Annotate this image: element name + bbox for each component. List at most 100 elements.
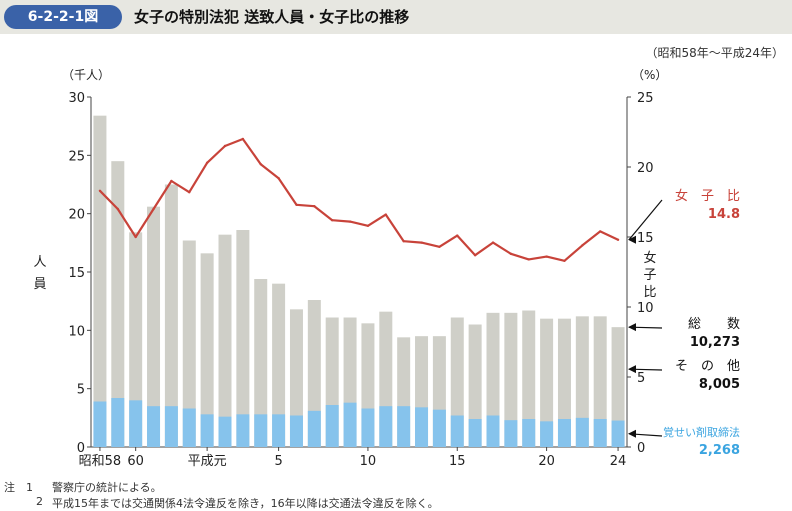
x-tick-label: 5 (274, 454, 282, 469)
bar-total (272, 283, 286, 447)
bar-stimulants (147, 406, 161, 447)
bar-total (289, 309, 303, 447)
bar-stimulants (93, 401, 107, 447)
point-female-ratio (170, 179, 173, 183)
point-female-ratio (116, 207, 120, 211)
bar-total (200, 253, 214, 447)
point-female-ratio (98, 189, 102, 192)
point-female-ratio (277, 177, 280, 180)
end-label-name: 総 数 (688, 317, 740, 332)
point-female-ratio (134, 235, 137, 239)
end-label-arrowhead (628, 323, 636, 332)
period-label: （昭和58年～平成24年） (645, 46, 784, 60)
right-tick-label: 10 (637, 301, 654, 316)
note-1-label: 注 1 (4, 481, 33, 494)
point-female-ratio (205, 161, 209, 164)
bar-stimulants (540, 421, 554, 447)
bar-stimulants (182, 408, 196, 447)
bar-total (254, 279, 268, 447)
left-axis-title-char: 人 (33, 255, 46, 270)
bar-stimulants (218, 416, 232, 447)
end-label-name: 覚せい剤取締法 (663, 425, 740, 439)
left-tick-label: 10 (68, 324, 85, 339)
end-label-value: 2,268 (699, 443, 740, 458)
point-female-ratio (473, 254, 477, 257)
bar-total (164, 184, 178, 447)
bar-stimulants (557, 419, 571, 447)
bar-total (504, 312, 518, 447)
bar-total (93, 115, 107, 448)
point-female-ratio (563, 259, 566, 262)
bar-stimulants (593, 419, 607, 447)
figure-title: 女子の特別法犯 送致人員・女子比の推移 (134, 8, 410, 26)
bar-stimulants (129, 400, 143, 447)
bar-stimulants (575, 417, 589, 447)
right-axis-title-char: 女 (643, 250, 656, 266)
point-female-ratio (402, 240, 405, 243)
point-female-ratio (581, 244, 584, 247)
left-tick-label: 20 (68, 208, 85, 223)
point-female-ratio (527, 258, 530, 261)
end-label-name: 女 子 比 (675, 188, 740, 204)
bar-stimulants (307, 410, 321, 447)
point-female-ratio (331, 219, 334, 222)
bar-stimulants (272, 414, 286, 447)
bar-total (129, 232, 143, 447)
bar-stimulants (504, 420, 518, 447)
end-label-value: 8,005 (699, 377, 740, 392)
bar-total (147, 206, 161, 447)
x-tick-label: 20 (538, 454, 555, 469)
bar-stimulants (200, 414, 214, 447)
point-female-ratio (599, 230, 602, 233)
bar-total (611, 327, 625, 447)
right-axis-title-char: 子 (643, 268, 656, 283)
end-label-arrowhead (628, 429, 636, 438)
bar-stimulants (289, 415, 303, 447)
bar-stimulants (415, 407, 429, 447)
bar-total (522, 310, 536, 447)
bar-stimulants (486, 415, 500, 447)
bar-stimulants (164, 406, 178, 447)
line-female-ratio (99, 137, 619, 262)
point-female-ratio (509, 252, 513, 255)
left-tick-label: 30 (68, 91, 85, 106)
bar-total (468, 324, 482, 447)
point-female-ratio (313, 205, 316, 208)
bar-stimulants (468, 419, 482, 447)
point-female-ratio (295, 203, 298, 206)
bar-total (182, 240, 196, 447)
left-tick-label: 25 (68, 149, 85, 164)
end-label-arrowhead (628, 235, 636, 244)
right-tick-label: 20 (637, 161, 654, 176)
point-female-ratio (491, 241, 495, 244)
bar-stimulants (432, 409, 446, 447)
bar-stimulants (325, 405, 339, 447)
bar-total (307, 300, 321, 447)
left-tick-label: 5 (77, 383, 85, 398)
bar-stimulants (343, 402, 357, 447)
point-female-ratio (241, 137, 245, 141)
left-tick-label: 15 (68, 266, 85, 281)
bar-total (450, 317, 464, 447)
bar-stimulants (611, 420, 625, 447)
point-female-ratio (420, 241, 423, 244)
point-female-ratio (438, 245, 441, 248)
right-axis-title-char: 比 (643, 285, 656, 300)
right-axis-unit: （%） (632, 68, 667, 82)
note-1-text: 警察庁の統計による。 (52, 481, 162, 494)
point-female-ratio (259, 163, 262, 166)
bar-total (486, 312, 500, 447)
note-2-label: 2 (36, 495, 43, 508)
bar-stimulants (254, 414, 268, 447)
bar-stimulants (361, 408, 375, 447)
bar-total (575, 316, 589, 447)
x-tick-label: 15 (449, 454, 466, 469)
point-female-ratio (384, 213, 387, 216)
right-tick-label: 15 (637, 231, 654, 246)
point-female-ratio (223, 144, 227, 148)
right-tick-label: 25 (637, 91, 654, 106)
x-tick-label: 昭和58 (79, 454, 122, 469)
note-2-text: 平成15年までは交通関係4法令違反を除き，16年以降は交通法令違反を除く。 (52, 497, 439, 510)
x-tick-label: 24 (610, 454, 627, 469)
